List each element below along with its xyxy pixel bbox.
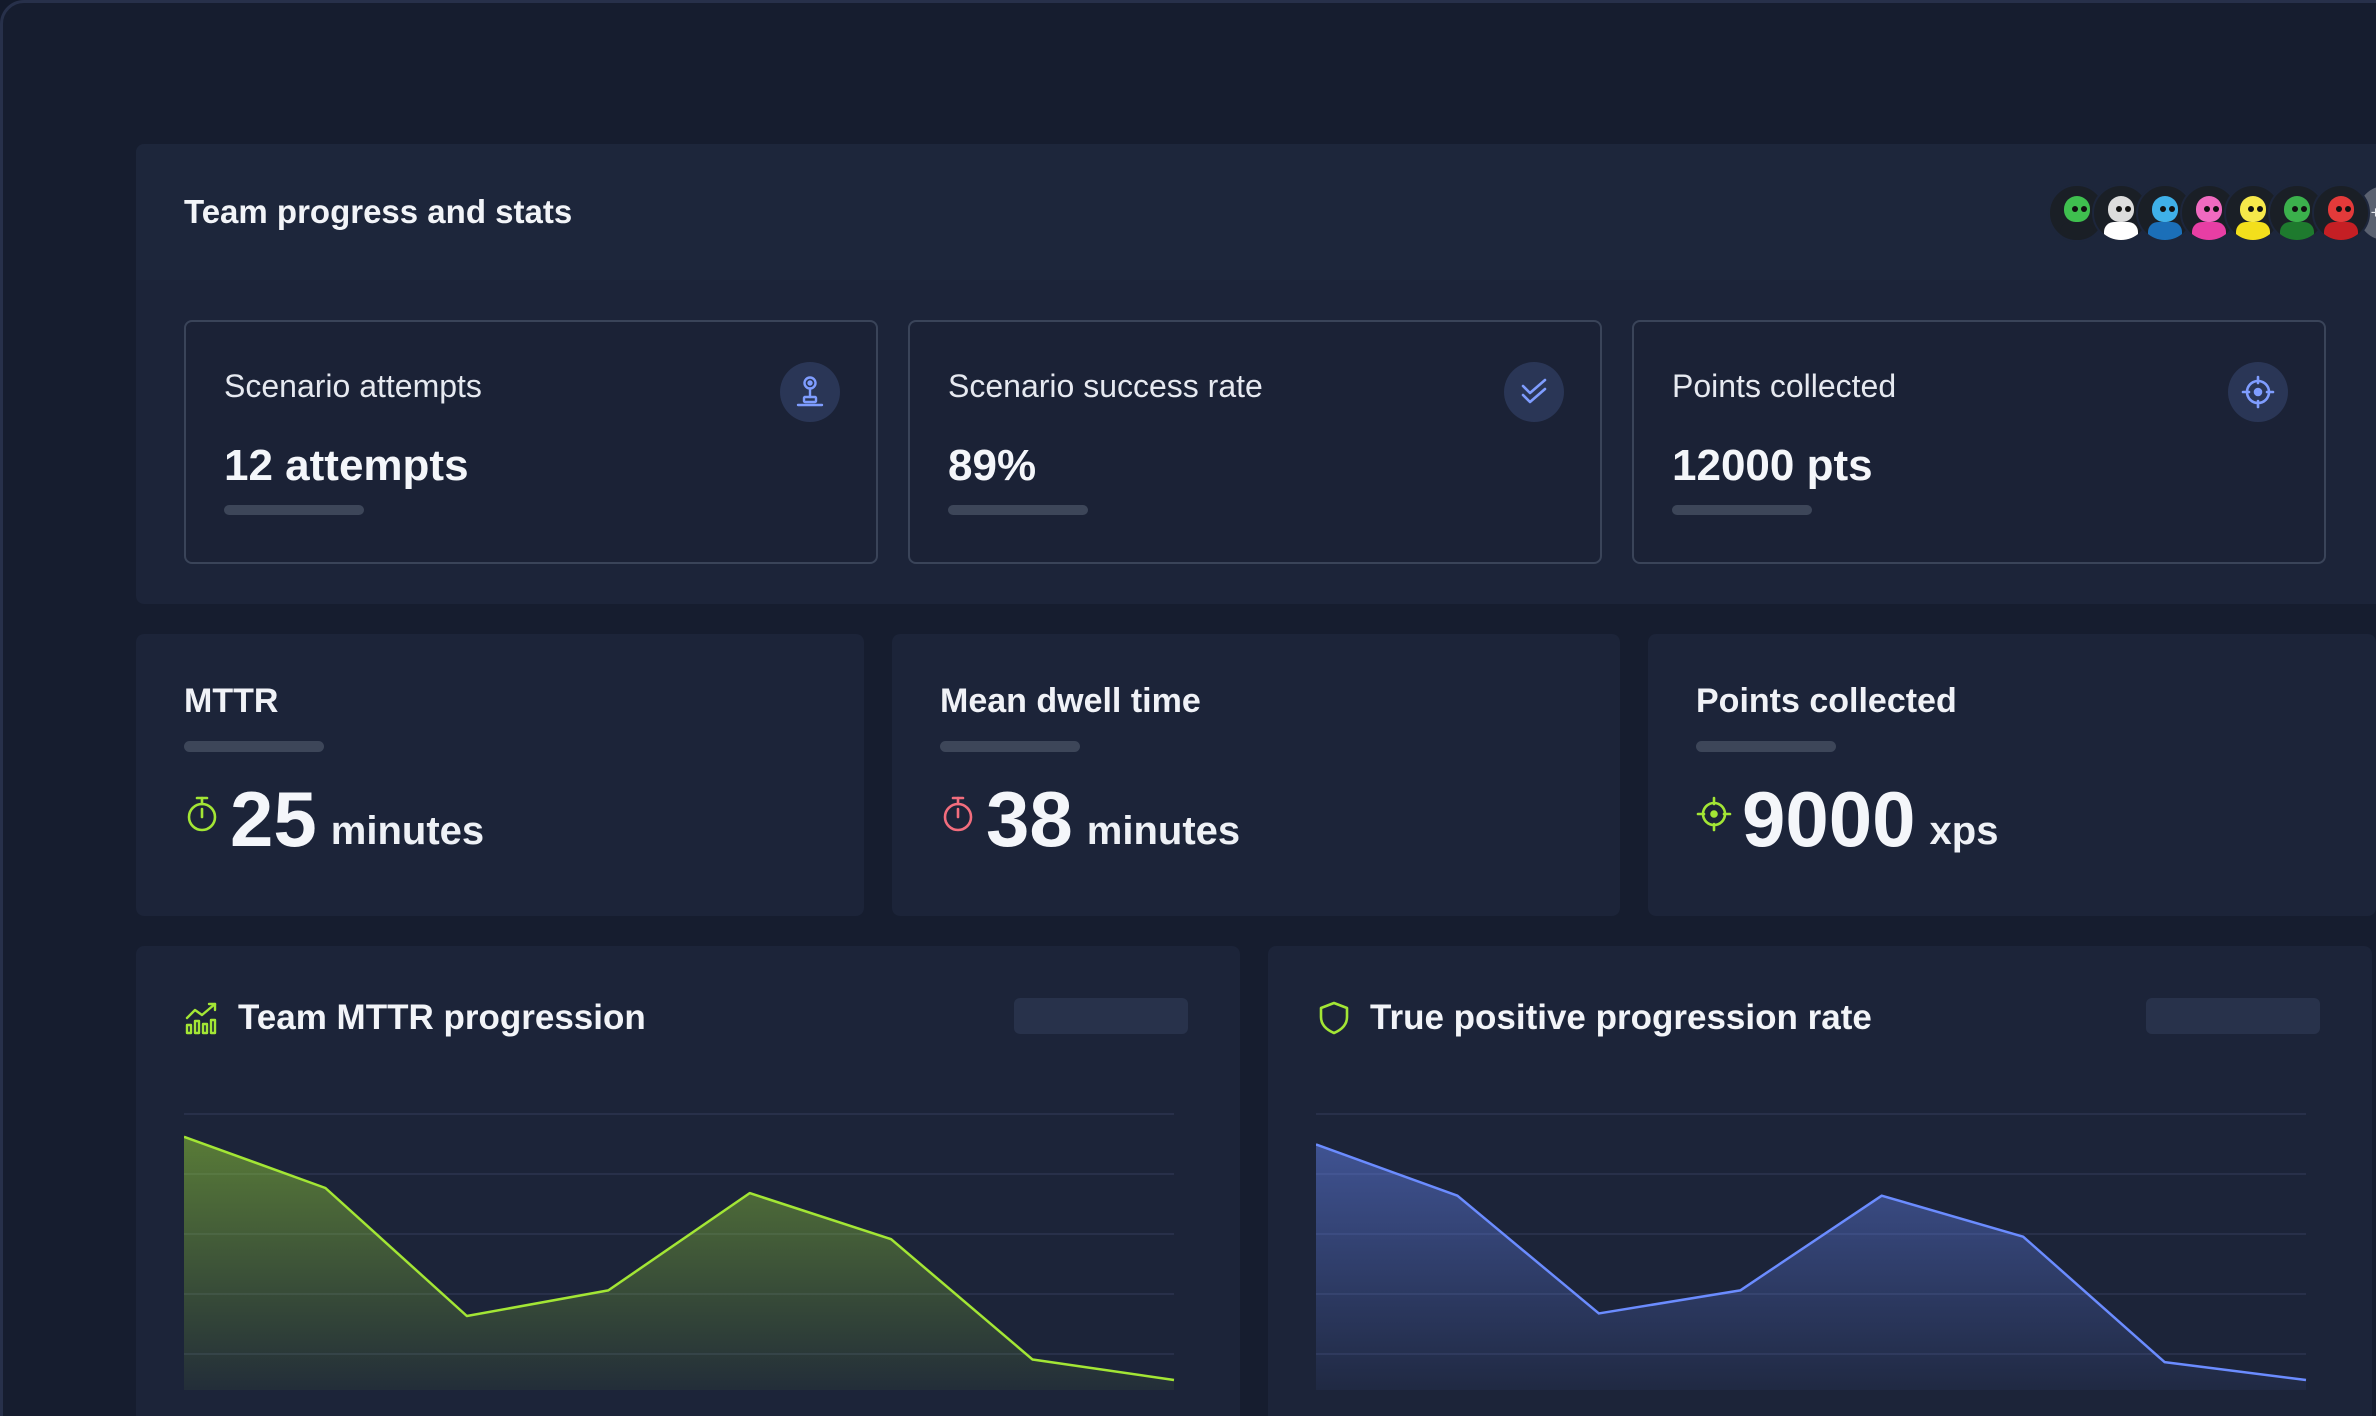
metric-value: 25: [230, 775, 317, 863]
stopwatch-icon: [943, 796, 973, 832]
stat-label: Scenario success rate: [948, 368, 1263, 404]
stat-value: 89%: [948, 441, 1037, 490]
metric-card-mttr: MTTR 25 minutes: [136, 634, 864, 916]
shield-icon: [1319, 1001, 1349, 1035]
crosshair-icon: [1696, 796, 1732, 832]
chart-card-true-positive: True positive progression rate: [1268, 946, 2372, 1416]
chart-filter-dropdown[interactable]: [1014, 998, 1188, 1034]
metric-value: 38: [986, 775, 1073, 863]
metric-title: Mean dwell time: [940, 682, 1201, 720]
metric-underline: [1696, 741, 1836, 752]
avatar-pink-creature[interactable]: [2180, 184, 2238, 242]
stat-underline: [948, 505, 1088, 515]
stat-value: 12 attempts: [224, 441, 469, 490]
stat-card-attempts: Scenario attempts 12 attempts: [184, 320, 878, 564]
chart-growth-icon: [185, 1002, 217, 1035]
metric-unit: xps: [1929, 809, 1999, 853]
chart-filter-dropdown[interactable]: [2146, 998, 2320, 1034]
stat-row: Scenario attempts 12 attempts Scenario s…: [184, 320, 2326, 564]
stat-label: Points collected: [1672, 368, 1897, 404]
double-check-icon: [1504, 362, 1564, 422]
series-line: [184, 1135, 1175, 1382]
stat-underline: [224, 505, 364, 515]
metric-unit: minutes: [1086, 809, 1241, 853]
avatar-blue-robot[interactable]: [2136, 184, 2194, 242]
chart-row: Team MTTR progression True positive prog…: [136, 946, 2372, 1416]
team-progress-panel: Team progress and stats +64 Scenario att…: [136, 144, 2376, 604]
metric-value: 9000: [1742, 775, 1916, 863]
true-positive-area-chart: [1316, 1113, 2307, 1390]
metric-underline: [940, 741, 1080, 752]
stat-label: Scenario attempts: [224, 368, 482, 404]
stat-value: 12000 pts: [1672, 441, 1873, 490]
metric-card-dwell-time: Mean dwell time 38 minutes: [892, 634, 1620, 916]
chart-title: True positive progression rate: [1370, 998, 1872, 1037]
team-avatars[interactable]: +64: [2048, 184, 2376, 242]
joystick-icon: [780, 362, 840, 422]
series-line: [1316, 1143, 2307, 1382]
crosshair-icon: [2228, 362, 2288, 422]
stat-card-points: Points collected 12000 pts: [1632, 320, 2326, 564]
metric-title: Points collected: [1696, 682, 1957, 720]
stopwatch-icon: [187, 796, 217, 832]
panel-header: Team progress and stats +64: [136, 144, 2376, 280]
metric-row: MTTR 25 minutes Mean dwell time 38 minut…: [136, 634, 2376, 916]
series-area: [1316, 1144, 2306, 1390]
metric-unit: minutes: [330, 809, 485, 853]
panel-title: Team progress and stats: [184, 193, 573, 230]
stat-underline: [1672, 505, 1812, 515]
mttr-area-chart: [184, 1113, 1175, 1390]
series-area: [184, 1136, 1174, 1390]
avatar-white-ghost[interactable]: [2092, 184, 2150, 242]
metric-underline: [184, 741, 324, 752]
chart-card-mttr: Team MTTR progression: [136, 946, 1240, 1416]
stat-card-success-rate: Scenario success rate 89%: [908, 320, 1602, 564]
metric-card-points: Points collected 9000 xps: [1648, 634, 2376, 916]
avatar-red-devil[interactable]: [2312, 184, 2370, 242]
chart-title: Team MTTR progression: [238, 998, 646, 1037]
metric-title: MTTR: [184, 682, 279, 720]
